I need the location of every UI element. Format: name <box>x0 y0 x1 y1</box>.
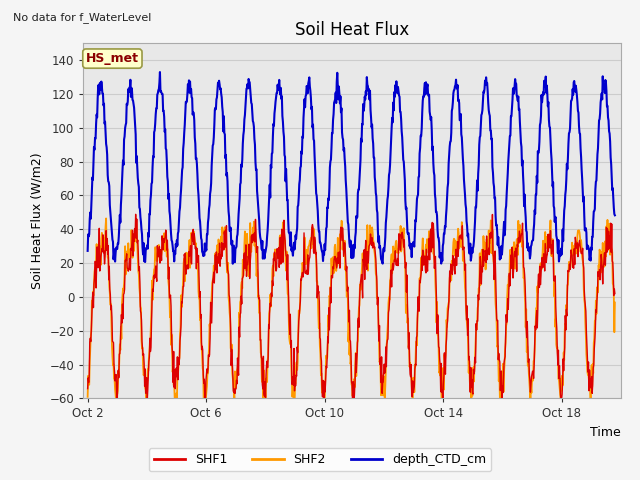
depth_CTD_cm <box>611 213 619 218</box>
X-axis label: Time: Time <box>590 426 621 439</box>
Line: depth_CTD_cm: depth_CTD_cm <box>88 72 615 264</box>
SHF1 <box>447 261 454 267</box>
SHF2 <box>496 392 504 398</box>
SHF2 <box>138 346 146 351</box>
SHF2 <box>84 394 92 400</box>
depth_CTD_cm <box>156 69 164 75</box>
Title: Soil Heat Flux: Soil Heat Flux <box>295 21 409 39</box>
SHF2 <box>202 418 209 424</box>
SHF1 <box>496 359 504 365</box>
SHF1 <box>132 211 140 217</box>
depth_CTD_cm <box>138 227 145 232</box>
SHF1 <box>611 291 619 297</box>
Y-axis label: Soil Heat Flux (W/m2): Soil Heat Flux (W/m2) <box>31 153 44 289</box>
SHF1 <box>298 277 305 283</box>
SHF1 <box>317 336 324 342</box>
Text: HS_met: HS_met <box>86 52 139 65</box>
depth_CTD_cm <box>229 261 237 266</box>
depth_CTD_cm <box>317 242 324 248</box>
depth_CTD_cm <box>298 151 306 156</box>
Line: SHF2: SHF2 <box>88 218 615 421</box>
Legend: SHF1, SHF2, depth_CTD_cm: SHF1, SHF2, depth_CTD_cm <box>148 448 492 471</box>
SHF2 <box>317 372 324 378</box>
Text: No data for f_WaterLevel: No data for f_WaterLevel <box>13 12 151 23</box>
SHF1 <box>320 405 328 411</box>
Line: SHF1: SHF1 <box>88 214 615 408</box>
SHF1 <box>138 338 146 344</box>
depth_CTD_cm <box>496 257 504 263</box>
depth_CTD_cm <box>506 141 513 147</box>
depth_CTD_cm <box>84 248 92 254</box>
depth_CTD_cm <box>447 138 454 144</box>
SHF2 <box>611 300 619 305</box>
SHF2 <box>506 276 513 282</box>
SHF2 <box>102 216 110 221</box>
SHF2 <box>447 276 454 281</box>
SHF1 <box>84 386 92 392</box>
SHF1 <box>506 270 513 276</box>
SHF2 <box>298 273 306 279</box>
